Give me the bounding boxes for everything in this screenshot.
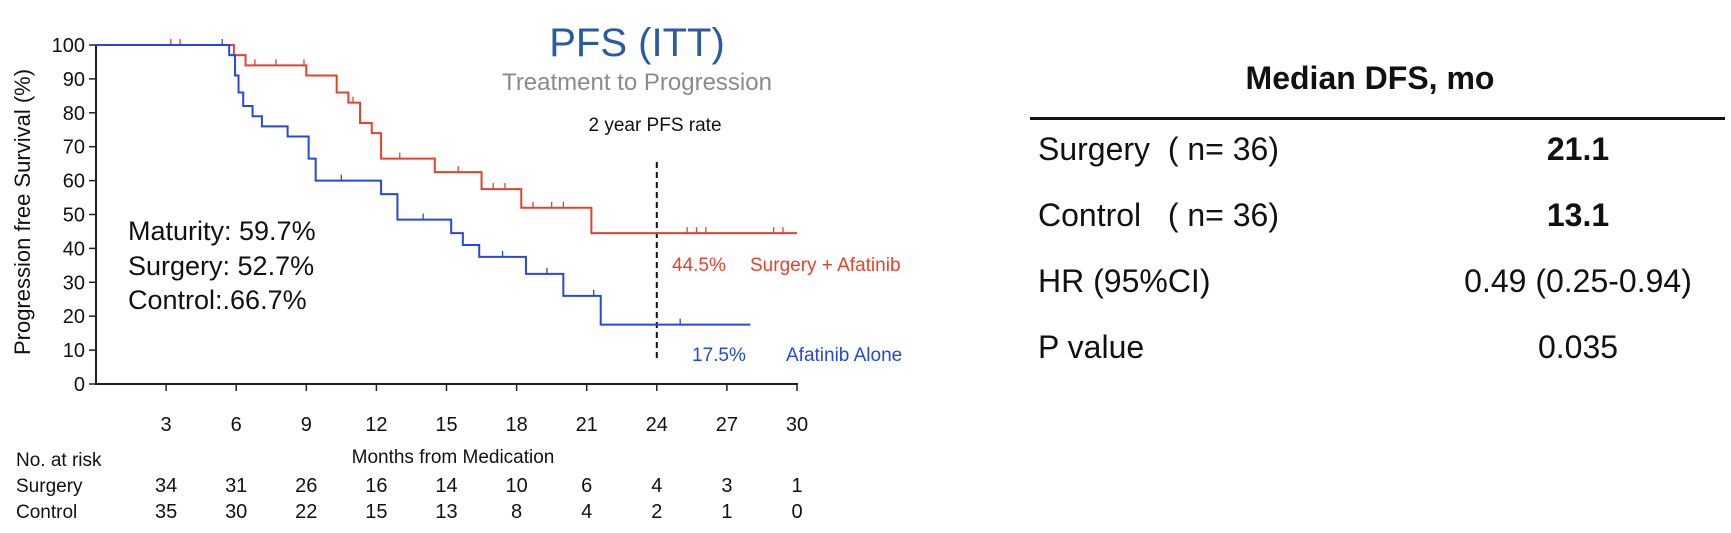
summary-table-rule (1030, 117, 1725, 120)
risk-row-label-surgery: Surgery (16, 476, 83, 497)
x-tick-label: 15 (435, 414, 457, 436)
risk-value: 13 (435, 501, 457, 523)
risk-value: 4 (581, 501, 592, 523)
summary-row-label: HR (95%CI) (1038, 263, 1211, 299)
risk-value: 10 (505, 475, 527, 497)
risk-value: 31 (225, 475, 247, 497)
reference-line-label: 2 year PFS rate (588, 115, 721, 136)
risk-value: 0 (791, 501, 802, 523)
y-tick-label: 100 (52, 35, 85, 57)
summary-row-value: 0.035 (1537, 329, 1619, 365)
x-tick-label: 27 (716, 414, 738, 436)
y-tick-label: 70 (63, 137, 85, 159)
y-tick-label: 90 (63, 69, 85, 91)
y-axis-label: Progression free Survival (%) (10, 69, 35, 355)
summary-row: Surgery ( n= 36) 21.1 (1038, 131, 1728, 191)
risk-value: 6 (581, 475, 592, 497)
risk-value: 1 (791, 475, 802, 497)
maturity-line-2: Surgery: 52.7% (128, 251, 314, 281)
risk-value: 8 (511, 501, 522, 523)
x-tick-label: 12 (365, 414, 387, 436)
summary-row-value: 21.1 (1546, 131, 1610, 167)
y-tick-label: 60 (63, 171, 85, 193)
y-tick-label: 10 (63, 340, 85, 362)
chart-subtitle: Treatment to Progression (502, 69, 772, 96)
x-tick-label: 21 (576, 414, 598, 436)
y-tick-label: 80 (63, 103, 85, 125)
series-line-1 (96, 44, 751, 326)
series-surgery-name: Surgery + Afatinib (750, 255, 901, 276)
summary-row: HR (95%CI) 0.49 (0.25-0.94) (1038, 263, 1728, 323)
y-tick-label: 0 (74, 374, 85, 396)
x-tick-label: 3 (161, 414, 172, 436)
summary-row-value: 13.1 (1546, 197, 1610, 233)
risk-row-label-control: Control (16, 502, 77, 523)
series-surgery-end-value: 44.5% (672, 255, 726, 276)
risk-value: 35 (155, 501, 177, 523)
risk-value: 1 (721, 501, 732, 523)
risk-table-header: No. at risk (16, 450, 102, 471)
risk-value: 15 (365, 501, 387, 523)
x-tick-label: 30 (786, 414, 808, 436)
x-tick-label: 24 (646, 414, 668, 436)
maturity-line-3: Control:.66.7% (128, 285, 307, 315)
risk-value: 26 (295, 475, 317, 497)
y-tick-label: 40 (63, 238, 85, 260)
risk-value: 3 (721, 475, 732, 497)
summary-row-value: 0.49 (0.25-0.94) (1464, 263, 1692, 299)
risk-value: 34 (155, 475, 177, 497)
summary-row: Control ( n= 36) 13.1 (1038, 197, 1728, 257)
risk-value: 16 (365, 475, 387, 497)
y-tick-label: 30 (63, 272, 85, 294)
risk-value: 22 (295, 501, 317, 523)
x-axis-label: Months from Medication (352, 447, 555, 468)
risk-value: 14 (435, 475, 457, 497)
x-tick-label: 6 (231, 414, 242, 436)
summary-row-label: Control ( n= 36) (1038, 197, 1279, 233)
summary-row-label: Surgery ( n= 36) (1038, 131, 1279, 167)
y-tick-label: 20 (63, 306, 85, 328)
axes: 0 10 20 30 40 50 60 70 80 90 100 3 6 9 12 15 18 21 24 27 30 (52, 35, 809, 436)
summary-table-title: Median DFS, mo (1245, 60, 1495, 96)
summary-row: P value 0.035 (1038, 329, 1728, 389)
series-layer (96, 39, 797, 326)
series-afatinib-name: Afatinib Alone (786, 345, 902, 366)
risk-values: 34 31 26 16 14 10 6 4 3 135 30 22 15 13 8 4 2 1 0 (155, 475, 803, 523)
risk-value: 4 (651, 475, 662, 497)
x-tick-label: 9 (301, 414, 312, 436)
chart-title: PFS (ITT) (549, 21, 725, 65)
maturity-line-1: Maturity: 59.7% (128, 216, 316, 246)
summary-row-label: P value (1038, 329, 1145, 365)
series-line-0 (96, 44, 797, 235)
series-afatinib-end-value: 17.5% (692, 345, 746, 366)
risk-value: 30 (225, 501, 247, 523)
y-tick-label: 50 (63, 205, 85, 227)
risk-value: 2 (651, 501, 662, 523)
x-tick-label: 18 (505, 414, 527, 436)
